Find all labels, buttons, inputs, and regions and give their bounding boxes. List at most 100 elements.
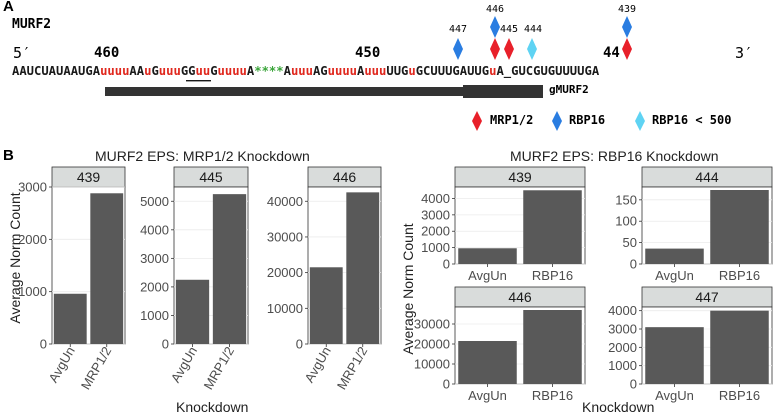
legend-rbp16-lt500-icon [635, 111, 645, 131]
sequence-segment: AAUCUAUAAUGA [12, 64, 101, 78]
facet-439-3-strip-label: 439 [508, 169, 532, 185]
sequence-segment: A [357, 64, 365, 78]
site-marker-446-mrp [490, 38, 500, 60]
facet-439-3-bar-rbp16 [523, 190, 582, 264]
site-label-445: 445 [500, 24, 519, 35]
facet-446-2-bar-avgun [309, 267, 343, 344]
facet-439-3-ytick-label: 3000 [421, 207, 450, 222]
site-label-439: 439 [618, 4, 637, 15]
facet-445-1-ytick-label: 5000 [140, 194, 169, 209]
right-x-axis-label: Knockdown [582, 399, 655, 415]
facet-445-1-bar-avgun [175, 279, 210, 344]
facet-446-2-ytick-label: 40000 [267, 194, 303, 209]
facet-447-6-ytick-label: 4000 [608, 303, 637, 318]
facet-439-0-ytick-label: 3000 [18, 180, 47, 195]
facet-446-2-strip-label: 446 [333, 169, 357, 185]
facet-439-0-xtick-label: AvgUn [45, 344, 77, 385]
facet-447-6-xtick-label: AvgUn [655, 388, 694, 403]
panel-a-label: A [3, 0, 14, 15]
panel-a-graphics [105, 16, 645, 131]
sequence-segment: A [246, 64, 255, 78]
sequence-underline [186, 80, 211, 82]
facet-447-6-ytick-label: 1000 [608, 358, 637, 373]
facet-445-1-bar-mrp12 [212, 194, 247, 344]
facet-445-1-ytick-label: 3000 [140, 251, 169, 266]
facet-446-2-ytick-label: 20000 [267, 265, 303, 280]
sequence-segment: uuu [158, 64, 181, 78]
right-y-axis-label: Average Norm Count [400, 223, 416, 355]
facet-439-0-bar-mrp12 [90, 193, 124, 344]
facet-444-4-ytick-label: 150 [615, 192, 637, 207]
facet-439-3-xtick-label: RBP16 [532, 268, 573, 283]
gene-name: MURF2 [12, 17, 52, 32]
facet-447-6-ytick-label: 3000 [608, 322, 637, 337]
legend-rbp16: RBP16 [569, 113, 606, 127]
facet-447-6-xtick-label: RBP16 [719, 388, 760, 403]
facet-446-5-xtick-label: AvgUn [468, 388, 507, 403]
left-y-axis-label: Average Norm Count [7, 192, 23, 324]
facet-445-1-ytick-label: 0 [162, 337, 169, 352]
facet-447-6-ytick-label: 0 [630, 377, 637, 392]
facet-445-1-strip-label: 445 [199, 169, 223, 185]
facet-439-3-xtick-label: AvgUn [468, 268, 507, 283]
facet-446-5-ytick-label: 20000 [414, 337, 450, 352]
facet-446-5-bar-rbp16 [523, 310, 582, 384]
legend-rbp16-icon [552, 111, 562, 131]
site-marker-447 [453, 38, 463, 60]
sequence-segment: GCUUUGAUUG [415, 64, 490, 78]
sequence-segment: u [144, 64, 152, 78]
legend-mrp12: MRP1/2 [490, 113, 534, 127]
facet-446-5-xtick-label: RBP16 [532, 388, 573, 403]
site-label-447: 447 [449, 24, 468, 35]
facet-447-6-bar-avgun [645, 327, 704, 384]
facet-444-4-bar-avgun [645, 248, 704, 264]
facet-444-4-strip-label: 444 [695, 169, 719, 185]
facet-439-3-bar-avgun [458, 248, 517, 264]
facet-444-4-xtick-label: AvgUn [655, 268, 694, 283]
facet-445-1-ytick-label: 2000 [140, 279, 169, 294]
facet-446-5-ytick-label: 10000 [414, 357, 450, 372]
facet-447-6-bar-rbp16 [710, 310, 769, 384]
guide-rna-bar-thin [105, 87, 465, 96]
sequence-segment: A [283, 64, 291, 78]
facet-444-4-xtick-label: RBP16 [719, 268, 760, 283]
sequence-segment: A_GUCGUGUUUUGA [496, 64, 600, 78]
panel-b-label: B [3, 147, 14, 164]
site-marker-439-mrp [622, 38, 632, 60]
facet-439-0-ytick-label: 2000 [18, 232, 47, 247]
facet-444-4-ytick-label: 50 [623, 235, 637, 250]
sequence-segment: AA [129, 64, 145, 78]
facet-446-2-xtick-label: MRP1/2 [334, 344, 370, 392]
facet-446-5-ytick-label: 0 [443, 377, 450, 392]
sequence-segment: u [408, 64, 416, 78]
rna-sequence: AAUCUAUAAUGAuuuuAAuGuuuGGuuGuuuuA****Auu… [12, 64, 599, 78]
guide-label: gMURF2 [549, 83, 589, 96]
five-prime-label: 5′ [13, 44, 32, 62]
sequence-segment: u [489, 64, 497, 78]
facet-446-5-strip-label: 446 [508, 289, 532, 305]
sequence-segment: G [151, 64, 159, 78]
sequence-segment: UUG [386, 64, 409, 78]
sequence-segment: uu [195, 64, 211, 78]
facet-445-1-ytick-label: 4000 [140, 222, 169, 237]
facet-445-1-xtick-label: AvgUn [168, 344, 200, 385]
facet-439-0-ytick-label: 1000 [18, 284, 47, 299]
sequence-segment: uuuu [100, 64, 130, 78]
position-450: 450 [355, 45, 381, 61]
site-label-446: 446 [486, 4, 505, 15]
facet-439-0-bar-avgun [53, 293, 87, 344]
facet-445-1-ytick-label: 1000 [140, 308, 169, 323]
site-marker-444 [527, 38, 537, 60]
facet-446-2-ytick-label: 10000 [267, 301, 303, 316]
facet-439-0-strip-label: 439 [77, 169, 101, 185]
position-460: 460 [94, 45, 120, 61]
facet-439-3-ytick-label: 4000 [421, 191, 450, 206]
facet-446-2-xtick-label: AvgUn [301, 344, 333, 385]
facet-446-2-ytick-label: 30000 [267, 229, 303, 244]
sequence-segment: **** [254, 64, 284, 78]
sequence-segment: AG [312, 64, 328, 78]
facet-446-5-bar-avgun [458, 341, 517, 384]
site-label-444: 444 [524, 24, 543, 35]
facet-439-3-ytick-label: 0 [443, 257, 450, 272]
